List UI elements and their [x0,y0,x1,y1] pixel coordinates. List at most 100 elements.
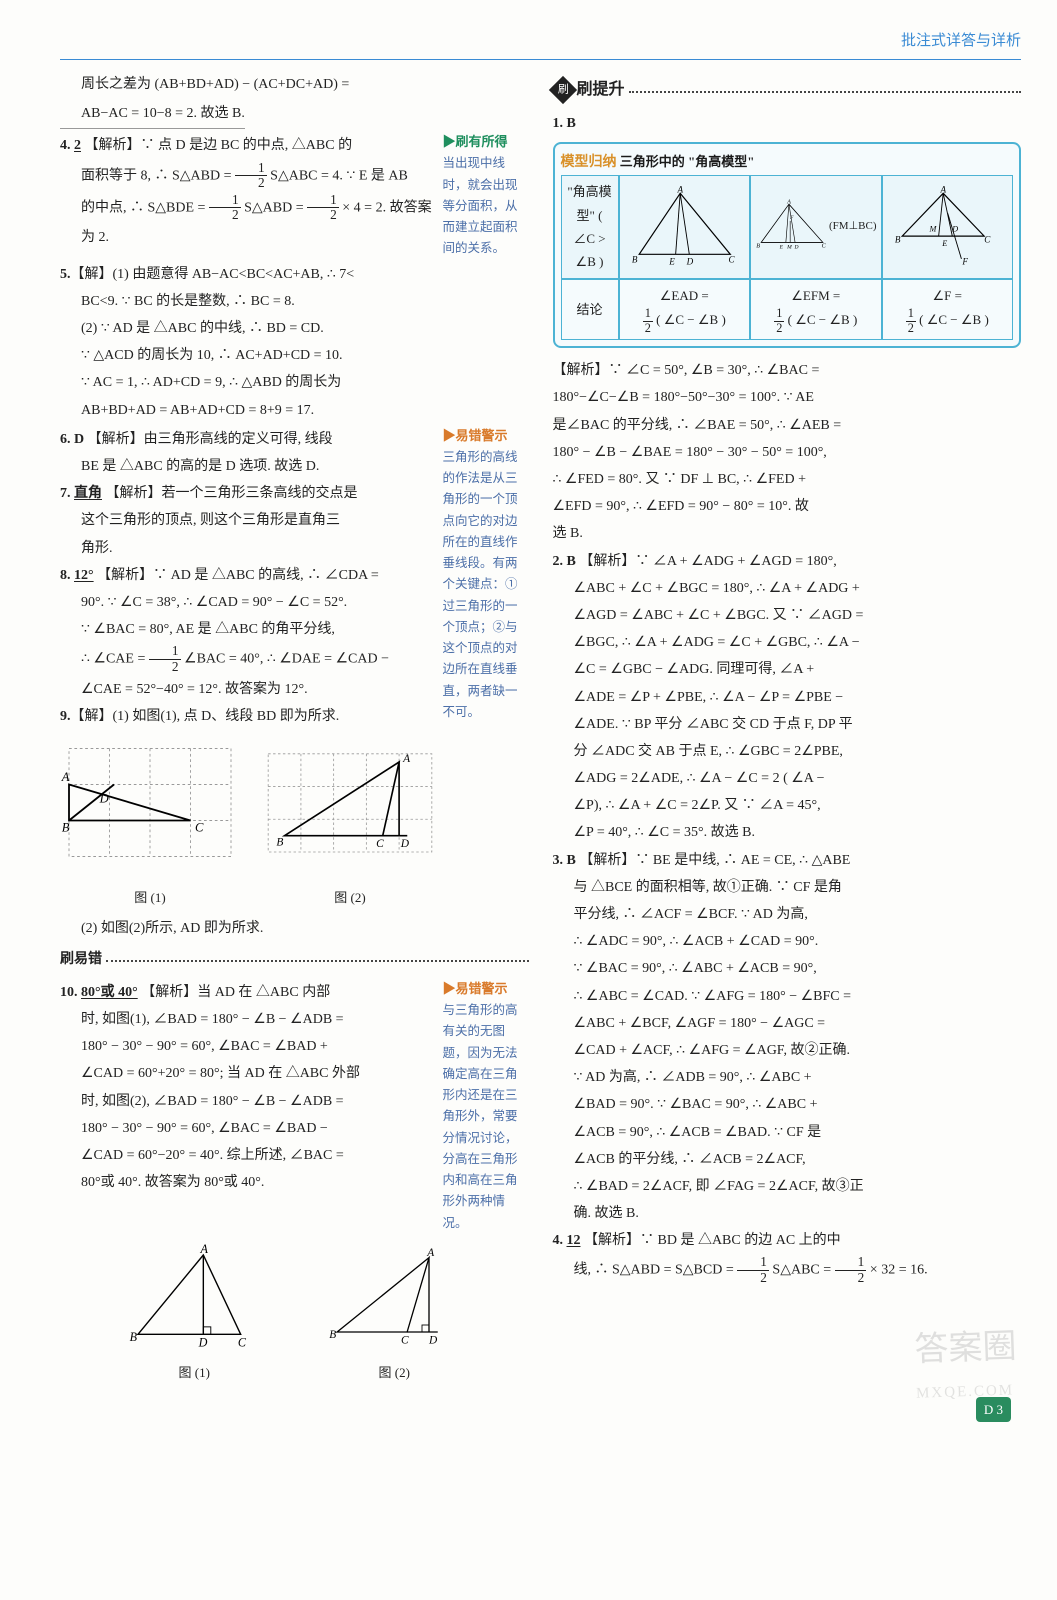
svg-text:B: B [631,254,637,264]
model-label: 模型归纳 [561,155,617,170]
r-q2-l4: ∠BGC, ∴ ∠A + ∠ADG = ∠C + ∠GBC, ∴ ∠A − [553,630,1022,655]
svg-text:F: F [789,215,794,221]
r-q2-l10: ∠P), ∴ ∠A + ∠C = 2∠P. 又 ∵ ∠A = 45°, [553,793,1022,818]
model-diag2: A F B EMD C (FM⊥BC) [750,175,882,279]
brush-easy-header: 刷易错 [60,947,529,972]
svg-text:E: E [668,256,675,266]
q6-l1: 【解析】由三角形高线的定义可得, 线段 [88,432,333,447]
svg-text:C: C [401,1334,409,1346]
svg-text:C: C [728,254,735,264]
svg-text:C: C [376,838,384,850]
q10-margin-head: ▶易错警示 [443,978,529,1000]
diamond-icon: 刷 [548,76,576,104]
q8-answer: 12° [74,568,94,583]
q9-figures: A B C D 图 (1) [60,737,529,910]
q5-l5: ∵ AC = 1, ∴ AD+CD = 9, ∴ △ABD 的周长为 [60,370,529,395]
svg-text:A: A [676,186,683,194]
q8-l4b: ∠BAC = 40°, ∴ ∠DAE = ∠CAD − [184,652,389,667]
left-column: 周长之差为 (AB+BD+AD) − (AC+DC+AD) = AB−AC = … [60,70,537,1396]
q8-l3: ∵ ∠BAC = 80°, AE 是 △ABC 的角平分线, [60,617,437,642]
r-q2-l6: ∠ADE = ∠P + ∠PBE, ∴ ∠A − ∠P = ∠PBE − [553,685,1022,710]
frac-num: 1 [835,1255,867,1271]
r-q1-l5: ∴ ∠FED = 80°. 又 ∵ DF ⊥ BC, ∴ ∠FED + [553,467,1022,492]
q6-number: 6. [60,432,71,447]
q4-margin-head: ▶刷有所得 [443,131,529,153]
r-q1-l1: 【解析】∵ ∠C = 50°, ∠B = 30°, ∴ ∠BAC = [553,358,1022,383]
r-q3-l2: 与 △BCE 的面积相等, 故①正确. ∵ CF 是角 [553,875,1022,900]
brush-up-header: 刷 刷提升 [553,76,1022,105]
model-c2: ∠EFM = 12 ( ∠C − ∠B ) [750,279,882,341]
r-q2-answer: B [567,554,576,569]
q10-l4: ∠CAD = 60°+20° = 80°; 当 AD 在 △ABC 外部 [60,1061,437,1086]
q8-l2: 90°. ∵ ∠C = 38°, ∴ ∠CAD = 90° − ∠C = 52°… [60,590,437,615]
frac-den: 2 [835,1271,867,1286]
model-c1: ∠EAD = 12 ( ∠C − ∠B ) [619,279,751,341]
model-c3: ∠F = 12 ( ∠C − ∠B ) [882,279,1014,341]
r-q3-l9: ∵ AD 为高, ∴ ∠ADB = 90°, ∴ ∠ABC + [553,1065,1022,1090]
svg-text:B: B [756,243,760,249]
q5-l4: ∵ △ACD 的周长为 10, ∴ AC+AD+CD = 10. [60,343,529,368]
svg-text:A: A [61,770,70,784]
r-q4-number: 4. [553,1233,564,1248]
svg-text:A: A [939,186,946,194]
r-q1-l4: 180° − ∠B − ∠BAE = 180° − 30° − 50° = 10… [553,440,1022,465]
model-diag2-note: (FM⊥BC) [829,217,876,237]
r-q4-answer: 12 [567,1233,581,1248]
q10-margin-note: 与三角形的高有关的无图题，因为无法确定高在三角形内还是在三角形外，常要分情况讨论… [443,1000,529,1234]
svg-text:A: A [427,1247,435,1259]
right-column: 刷 刷提升 1. B 模型归纳 三角形中的 "角高模型" "角高模型" ( ∠C… [545,70,1022,1396]
r-q1-number: 1. [553,116,564,131]
q10-l7: ∠CAD = 60°−20° = 40°. 综上所述, ∠BAC = [60,1143,437,1168]
q10-fig1-svg: A B D C [124,1242,264,1352]
r-q4-l2b: S△ABC = [772,1263,834,1278]
svg-text:D: D [428,1334,438,1346]
frac-num: 1 [906,307,916,322]
q10-fig2-cap: 图 (2) [324,1361,464,1384]
q10-answer: 80°或 40° [81,985,138,1000]
r-q3-answer: B [567,853,576,868]
model-col0: "角高模型" ( ∠C > ∠B ) [561,175,619,279]
q4-answer: 2 [74,138,81,153]
q8-l1: 【解析】∵ AD 是 △ABC 的高线, ∴ ∠CDA = [97,568,379,583]
r-q2-l3: ∠AGD = ∠ABC + ∠C + ∠BGC. 又 ∵ ∠AGD = [553,603,1022,628]
q9-l2: (2) 如图(2)所示, AD 即为所求. [60,916,529,941]
r-q3-l3: 平分线, ∴ ∠ACF = ∠BCF. ∵ AD 为高, [553,902,1022,927]
frac-den: 2 [235,176,267,191]
q10-number: 10. [60,985,78,1000]
q10-l3: 180° − 30° − 90° = 60°, ∠BAC = ∠BAD + [60,1034,437,1059]
q9-fig1-svg: A B C D [60,737,240,877]
frac-num: 1 [235,161,267,177]
svg-text:B: B [130,1330,138,1344]
model-diag3: A M D B E C F [882,175,1014,279]
q7-answer: 直角 [74,486,102,501]
q9-l1: 【解】(1) 如图(1), 点 D、线段 BD 即为所求. [71,709,340,724]
q4-margin-note: 当出现中线时，就会出现等分面积，从而建立起面积间的关系。 [443,153,529,259]
frac-den: 2 [774,322,784,336]
frac-num: 1 [737,1255,769,1271]
r-q3-l5: ∵ ∠BAC = 90°, ∴ ∠ABC + ∠ACB = 90°, [553,956,1022,981]
svg-text:D: D [793,245,798,251]
model-conclusion-label: 结论 [561,279,619,341]
c3a: ∠F = [906,284,989,307]
svg-text:A: A [786,200,791,206]
r-q3-l4: ∴ ∠ADC = 90°, ∴ ∠ACB + ∠CAD = 90°. [553,929,1022,954]
q10-l6: 180° − 30° − 90° = 60°, ∠BAC = ∠BAD − [60,1116,437,1141]
q7-number: 7. [60,486,71,501]
r-q2-l9: ∠ADG = 2∠ADE, ∴ ∠A − ∠C = 2 ( ∠A − [553,766,1022,791]
q7-l1: 【解析】若一个三角形三条高线的交点是 [106,486,358,501]
svg-text:D: D [99,791,109,805]
q10-figures: A B D C 图 (1) A B C [60,1242,529,1385]
svg-text:F: F [961,256,968,266]
r-q2-l5: ∠C = ∠GBC − ∠ADG. 同理可得, ∠A + [553,657,1022,682]
q5-l6: AB+BD+AD = AB+AD+CD = 8+9 = 17. [60,398,529,423]
r-q2-l7: ∠ADE. ∵ BP 平分 ∠ABC 交 CD 于点 F, DP 平 [553,712,1022,737]
q6-margin-note: 三角形的高线的作法是从三角形的一个顶点向它的对边所在的直线作垂线段。有两个关键点… [443,447,529,723]
frac-den: 2 [643,322,653,336]
q4-body7: 为 2. [60,225,437,250]
r-q4-l1: 【解析】∵ BD 是 △ABC 的边 AC 上的中 [584,1233,841,1248]
frac-num: 1 [643,307,653,322]
frac-num: 1 [774,307,784,322]
q9-number: 9. [60,709,71,724]
r-q3-l12: ∠ACB 的平分线, ∴ ∠ACB = 2∠ACF, [553,1147,1022,1172]
q7-l2: 这个三角形的顶点, 则这个三角形是直角三 [60,508,437,533]
